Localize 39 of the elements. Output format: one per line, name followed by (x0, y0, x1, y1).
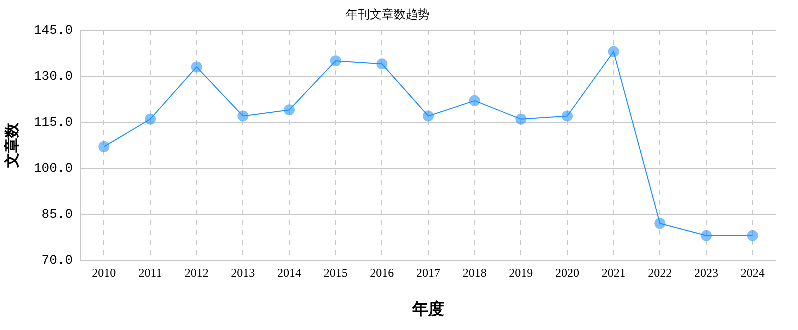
y-tick-label: 115.0 (34, 114, 74, 130)
point (330, 56, 342, 67)
x-tick-label: 2016 (370, 266, 394, 280)
point (238, 110, 249, 122)
point (701, 230, 712, 242)
chart-title: 年刊文章数趋势 (346, 7, 430, 22)
point (562, 110, 573, 122)
x-tick-label: 2022 (648, 266, 672, 280)
point (516, 114, 527, 125)
point (654, 218, 666, 230)
point (376, 58, 388, 70)
x-tick-label: 2011 (138, 266, 162, 280)
x-tick-label: 2017 (416, 266, 441, 280)
point (284, 104, 296, 116)
y-axis-title: 文章数 (2, 122, 21, 169)
x-axis-title: 年度 (412, 300, 445, 319)
x-tick-label: 2015 (324, 266, 348, 280)
point (469, 95, 480, 106)
y-tick-label: 130.0 (34, 68, 74, 84)
point (423, 110, 434, 122)
x-tick-label: 2010 (92, 266, 116, 280)
x-tick-label: 2018 (462, 266, 487, 280)
x-tick-label: 2020 (556, 266, 580, 280)
x-tick-label: 2012 (184, 266, 209, 280)
x-tick-label: 2024 (740, 266, 765, 280)
x-tick-label: 2014 (278, 266, 302, 280)
x-tick-label: 2019 (509, 266, 534, 280)
y-tick-label: 145.0 (34, 22, 74, 38)
y-tick-label: 85.0 (42, 206, 74, 222)
x-tick-label: 2023 (694, 266, 718, 280)
y-tick-label: 100.0 (34, 160, 74, 176)
point (145, 114, 156, 125)
y-tick-label: 70.0 (42, 252, 74, 268)
point (608, 46, 620, 58)
point (98, 141, 110, 152)
x-tick-label: 2013 (231, 266, 256, 280)
point (747, 230, 758, 242)
point (191, 62, 202, 73)
x-tick-label: 2021 (602, 266, 626, 280)
